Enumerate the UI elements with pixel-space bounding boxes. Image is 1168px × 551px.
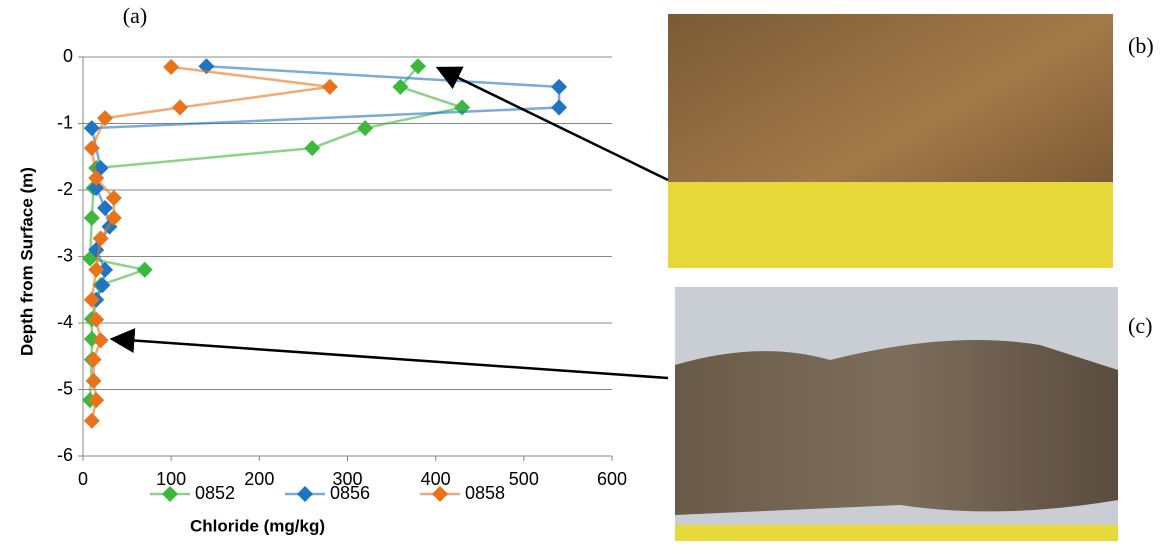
- figure: (b) (c) (a)0-1-2-3-4-5-60100200300400500…: [0, 0, 1168, 546]
- legend-label: 0856: [330, 483, 370, 503]
- point: [357, 120, 373, 136]
- photo-b: [668, 14, 1113, 268]
- x-tick-label: 400: [421, 469, 451, 489]
- point: [163, 59, 179, 75]
- legend-marker: [297, 486, 313, 502]
- point: [172, 100, 188, 116]
- x-tick-label: 600: [597, 469, 627, 489]
- legend-label: 0852: [195, 483, 235, 503]
- photo-c-label: (c): [1128, 313, 1152, 338]
- y-tick-label: -1: [57, 112, 73, 132]
- arrow: [112, 339, 668, 378]
- point: [86, 373, 102, 389]
- y-tick-label: -4: [57, 312, 73, 332]
- point: [84, 210, 100, 226]
- y-tick-label: -2: [57, 179, 73, 199]
- y-tick-label: -3: [57, 245, 73, 265]
- y-tick-label: -5: [57, 378, 73, 398]
- series-line: [92, 66, 559, 299]
- photo-c: [675, 287, 1118, 541]
- y-axis-title: Depth from Surface (m): [17, 167, 36, 356]
- x-tick-label: 0: [78, 469, 88, 489]
- x-tick-label: 500: [509, 469, 539, 489]
- x-tick-label: 100: [156, 469, 186, 489]
- photo-b-label: (b): [1128, 33, 1154, 58]
- x-tick-label: 200: [244, 469, 274, 489]
- point: [304, 140, 320, 156]
- x-axis-title: Chloride (mg/kg): [190, 516, 325, 535]
- legend-label: 0858: [465, 483, 505, 503]
- y-tick-label: 0: [63, 46, 73, 66]
- point: [137, 262, 153, 278]
- panel-label: (a): [123, 3, 147, 28]
- point: [94, 277, 110, 293]
- point: [86, 352, 102, 368]
- point: [322, 79, 338, 95]
- point: [551, 79, 567, 95]
- point: [84, 413, 100, 429]
- point: [551, 100, 567, 116]
- y-tick-label: -6: [57, 445, 73, 465]
